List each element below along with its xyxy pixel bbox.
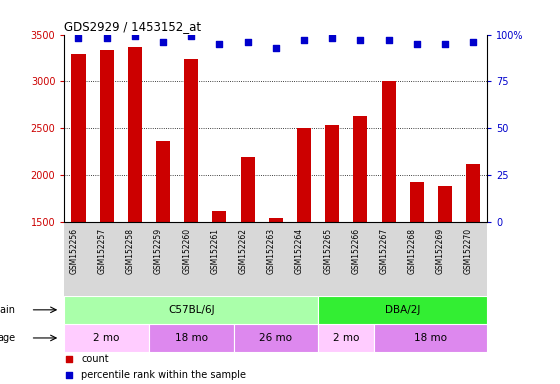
Text: GSM152266: GSM152266 — [351, 228, 360, 274]
Point — [187, 33, 196, 40]
Text: age: age — [0, 333, 16, 343]
Bar — [149, 324, 234, 352]
Bar — [72, 54, 86, 222]
Text: GSM152264: GSM152264 — [295, 228, 304, 274]
Text: GSM152256: GSM152256 — [69, 228, 78, 274]
Bar — [212, 211, 226, 222]
Bar — [156, 141, 170, 222]
Text: GSM152258: GSM152258 — [126, 228, 135, 274]
Point — [310, 171, 319, 177]
Point — [469, 39, 478, 45]
Bar — [64, 324, 149, 352]
Text: GSM152257: GSM152257 — [97, 228, 106, 274]
Text: C57BL/6J: C57BL/6J — [168, 305, 214, 315]
Text: 2 mo: 2 mo — [333, 333, 360, 343]
Bar — [297, 128, 311, 222]
Point — [384, 37, 393, 43]
Bar — [234, 324, 318, 352]
Text: GSM152265: GSM152265 — [323, 228, 332, 274]
Bar — [318, 324, 375, 352]
Point — [102, 35, 111, 41]
Bar — [318, 296, 487, 324]
Bar — [64, 296, 318, 324]
Text: GSM152262: GSM152262 — [239, 228, 248, 274]
Bar — [466, 164, 480, 222]
Bar — [100, 50, 114, 222]
Bar — [438, 186, 452, 222]
Point — [130, 33, 139, 40]
Text: DBA/2J: DBA/2J — [385, 305, 421, 315]
Bar — [269, 218, 283, 222]
Bar — [410, 182, 424, 222]
Point — [243, 39, 252, 45]
Text: count: count — [81, 354, 109, 364]
Text: GSM152268: GSM152268 — [408, 228, 417, 274]
Text: GDS2929 / 1453152_at: GDS2929 / 1453152_at — [64, 20, 202, 33]
Point — [328, 35, 337, 41]
Point — [440, 41, 449, 47]
Point — [310, 312, 319, 318]
Text: strain: strain — [0, 305, 16, 315]
Text: GSM152263: GSM152263 — [267, 228, 276, 274]
Text: percentile rank within the sample: percentile rank within the sample — [81, 369, 246, 379]
Point — [215, 41, 224, 47]
Text: GSM152259: GSM152259 — [154, 228, 163, 274]
Text: GSM152267: GSM152267 — [380, 228, 389, 274]
Point — [158, 39, 167, 45]
Point — [271, 45, 280, 51]
Text: 26 mo: 26 mo — [259, 333, 292, 343]
Text: GSM152270: GSM152270 — [464, 228, 473, 274]
Text: 2 mo: 2 mo — [94, 333, 120, 343]
Bar — [325, 124, 339, 222]
Bar — [128, 47, 142, 222]
Text: GSM152261: GSM152261 — [211, 228, 220, 274]
Bar — [241, 157, 255, 222]
Text: 18 mo: 18 mo — [414, 333, 447, 343]
Text: 18 mo: 18 mo — [175, 333, 208, 343]
Point — [74, 35, 83, 41]
Bar — [381, 81, 395, 222]
Point — [356, 37, 365, 43]
Bar — [353, 116, 367, 222]
Text: GSM152269: GSM152269 — [436, 228, 445, 274]
Bar — [375, 324, 487, 352]
Text: GSM152260: GSM152260 — [182, 228, 192, 274]
Bar — [184, 60, 198, 222]
Point — [412, 41, 421, 47]
Point — [300, 37, 309, 43]
